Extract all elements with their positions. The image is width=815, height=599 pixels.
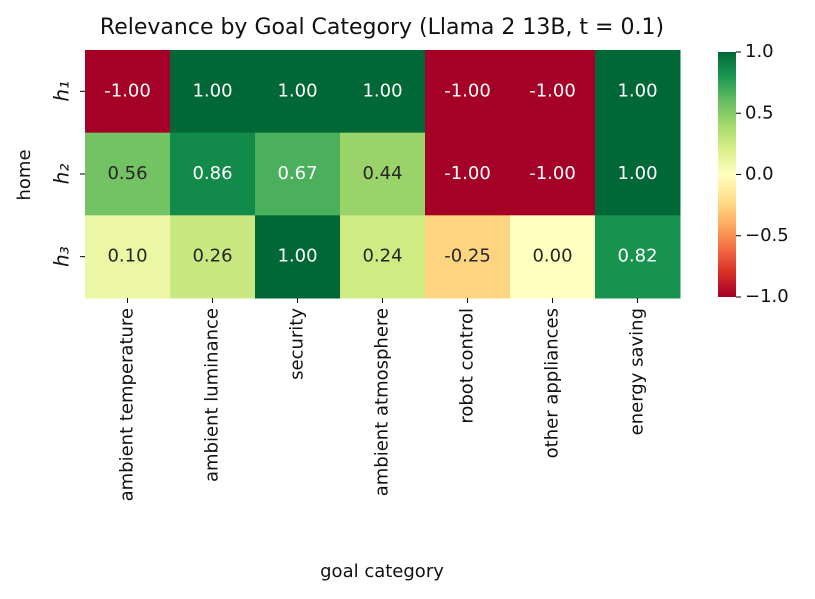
heatmap-cell xyxy=(170,132,256,216)
cell-label: 0.56 xyxy=(107,163,147,184)
y-tick-label: h₃ xyxy=(50,246,74,267)
colorbar-tick-label: 0.5 xyxy=(745,102,774,123)
cell-label: -1.00 xyxy=(529,80,576,101)
heatmap-cell xyxy=(595,50,681,134)
cell-label: 1.00 xyxy=(617,163,657,184)
cell-label: 1.00 xyxy=(192,80,232,101)
heatmap-cell xyxy=(510,215,596,299)
heatmap-cell xyxy=(255,50,341,134)
cell-label: 1.00 xyxy=(617,80,657,101)
cell-label: 0.00 xyxy=(532,246,572,267)
cell-label: 1.00 xyxy=(362,80,402,101)
cell-label: 0.82 xyxy=(617,246,657,267)
colorbar-tick-label: −0.5 xyxy=(745,225,789,246)
cell-label: -1.00 xyxy=(104,80,151,101)
x-tick-label: other appliances xyxy=(542,308,563,458)
x-tick-label: ambient atmosphere xyxy=(372,308,393,496)
x-tick-label: robot control xyxy=(457,308,478,424)
heatmap-cell xyxy=(255,215,341,299)
cell-label: -1.00 xyxy=(529,163,576,184)
cell-label: 1.00 xyxy=(277,80,317,101)
cell-label: 0.86 xyxy=(192,163,232,184)
cell-label: 0.24 xyxy=(362,246,402,267)
cell-label: 0.10 xyxy=(107,246,147,267)
x-tick-label: energy saving xyxy=(627,308,648,435)
heatmap-cell xyxy=(340,50,426,134)
cell-label: -1.00 xyxy=(444,163,491,184)
cell-label: -1.00 xyxy=(444,80,491,101)
x-tick-label: ambient luminance xyxy=(202,308,223,482)
heatmap-cell xyxy=(255,132,341,216)
chart-title: Relevance by Goal Category (Llama 2 13B,… xyxy=(100,15,664,40)
colorbar-tick-label: 1.0 xyxy=(745,41,774,62)
x-axis-label: goal category xyxy=(320,561,444,582)
x-tick-label: security xyxy=(287,308,308,380)
y-axis-label: home xyxy=(14,149,35,200)
heatmap-cell xyxy=(595,215,681,299)
cell-label: 0.26 xyxy=(192,246,232,267)
heatmap-cell xyxy=(340,215,426,299)
colorbar-tick-label: −1.0 xyxy=(745,286,789,307)
heatmap-cell xyxy=(85,50,171,134)
x-tick-label: ambient temperature xyxy=(117,308,138,501)
heatmap-cell xyxy=(595,132,681,216)
heatmap-cell xyxy=(170,50,256,134)
cell-label: 0.67 xyxy=(277,163,317,184)
cell-label: -0.25 xyxy=(444,246,491,267)
heatmap-cell xyxy=(425,50,511,134)
heatmap-cell xyxy=(340,132,426,216)
heatmap-cell xyxy=(510,50,596,134)
y-tick-label: h₂ xyxy=(50,164,74,185)
colorbar-tick-label: 0.0 xyxy=(745,164,774,185)
heatmap-cell xyxy=(425,132,511,216)
heatmap-cell xyxy=(510,132,596,216)
heatmap-cell xyxy=(170,215,256,299)
y-tick-label: h₁ xyxy=(50,81,74,102)
heatmap-cell xyxy=(85,215,171,299)
cell-label: 0.44 xyxy=(362,163,402,184)
heatmap-cell xyxy=(85,132,171,216)
colorbar xyxy=(718,52,736,297)
cell-label: 1.00 xyxy=(277,246,317,267)
heatmap-cell xyxy=(425,215,511,299)
